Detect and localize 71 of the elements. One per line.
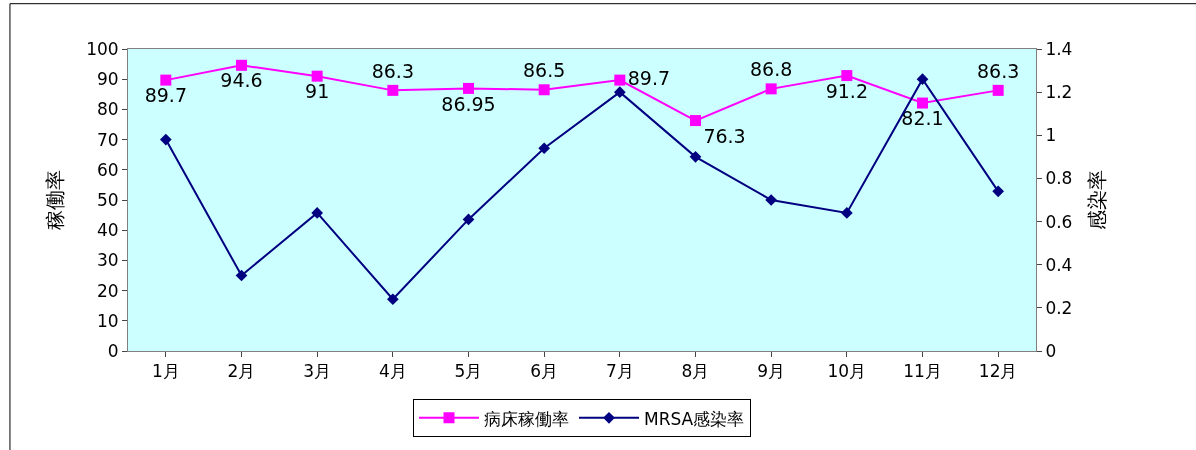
y-tick-label: 40 (96, 220, 119, 241)
point (311, 70, 323, 82)
y2-tick-label: 1 (1045, 125, 1057, 146)
data-label: 91.2 (825, 79, 868, 102)
point (235, 269, 248, 282)
data-label: 86.3 (977, 59, 1020, 82)
y-tick-label: 0 (107, 340, 119, 361)
x-tick-label: 4月 (378, 361, 407, 382)
data-label: 86.5 (523, 59, 566, 82)
point (765, 194, 778, 206)
y2-tick-label: 1.2 (1045, 82, 1073, 103)
x-tick-label: 6月 (530, 361, 559, 382)
y2-tick-label: 0.6 (1045, 211, 1073, 232)
point (463, 82, 474, 94)
data-label: 91 (305, 80, 330, 103)
point (841, 70, 853, 82)
x-tick-label: 8月 (681, 361, 710, 382)
x-tick-label: 10月 (827, 361, 867, 382)
data-label: 86.95 (441, 92, 496, 115)
y-tick-label: 60 (96, 159, 119, 180)
point (690, 115, 701, 127)
y2-tick-label: 0.2 (1045, 297, 1073, 318)
y2-tick-label: 0.4 (1045, 254, 1073, 275)
y-tick-label: 100 (86, 38, 119, 59)
y-tick-label: 70 (96, 129, 119, 150)
point (159, 133, 172, 146)
y-tick-label: 50 (96, 189, 119, 210)
point (538, 142, 551, 155)
y-tick-label: 20 (96, 280, 119, 301)
data-label: 89.7 (144, 84, 187, 107)
point (992, 185, 1005, 198)
x-tick-label: 7月 (605, 361, 634, 382)
y2-tick-label: 0.8 (1045, 168, 1073, 189)
point (613, 86, 626, 98)
x-tick-label: 9月 (757, 361, 786, 382)
point (614, 74, 626, 86)
x-tick-label: 2月 (227, 361, 256, 382)
point (992, 84, 1004, 96)
data-label: 94.6 (220, 69, 263, 92)
point (160, 74, 172, 86)
data-label: 86.3 (371, 59, 414, 82)
x-tick-label: 11月 (903, 361, 942, 382)
point (462, 213, 475, 226)
y2-axis-title: 感染率 (1084, 170, 1109, 230)
point (917, 97, 928, 109)
point (387, 84, 399, 96)
legend-label: 病床稼働率 (484, 408, 569, 429)
point (236, 59, 247, 71)
y-axis-title: 稼働率 (42, 170, 67, 230)
point (311, 207, 324, 219)
data-label: 82.1 (901, 107, 944, 130)
point (840, 207, 853, 219)
x-tick-label: 3月 (303, 361, 332, 382)
point (538, 84, 550, 96)
y-tick-label: 30 (96, 250, 119, 271)
y-tick-label: 10 (96, 310, 119, 331)
point (386, 293, 399, 306)
x-tick-label: 1月 (151, 361, 180, 382)
data-label: 89.7 (627, 66, 671, 89)
data-label: 76.3 (703, 124, 746, 147)
y2-tick-label: 0 (1045, 340, 1057, 361)
data-label: 86.8 (750, 58, 793, 81)
legend-label: MRSA感染率 (644, 408, 745, 429)
y-tick-label: 90 (96, 69, 119, 90)
point (916, 73, 929, 86)
point (765, 83, 777, 95)
point (689, 151, 702, 163)
y-tick-label: 80 (96, 99, 119, 120)
x-tick-label: 12月 (978, 361, 1018, 382)
y2-tick-label: 1.4 (1045, 38, 1073, 59)
x-tick-label: 5月 (454, 361, 483, 382)
